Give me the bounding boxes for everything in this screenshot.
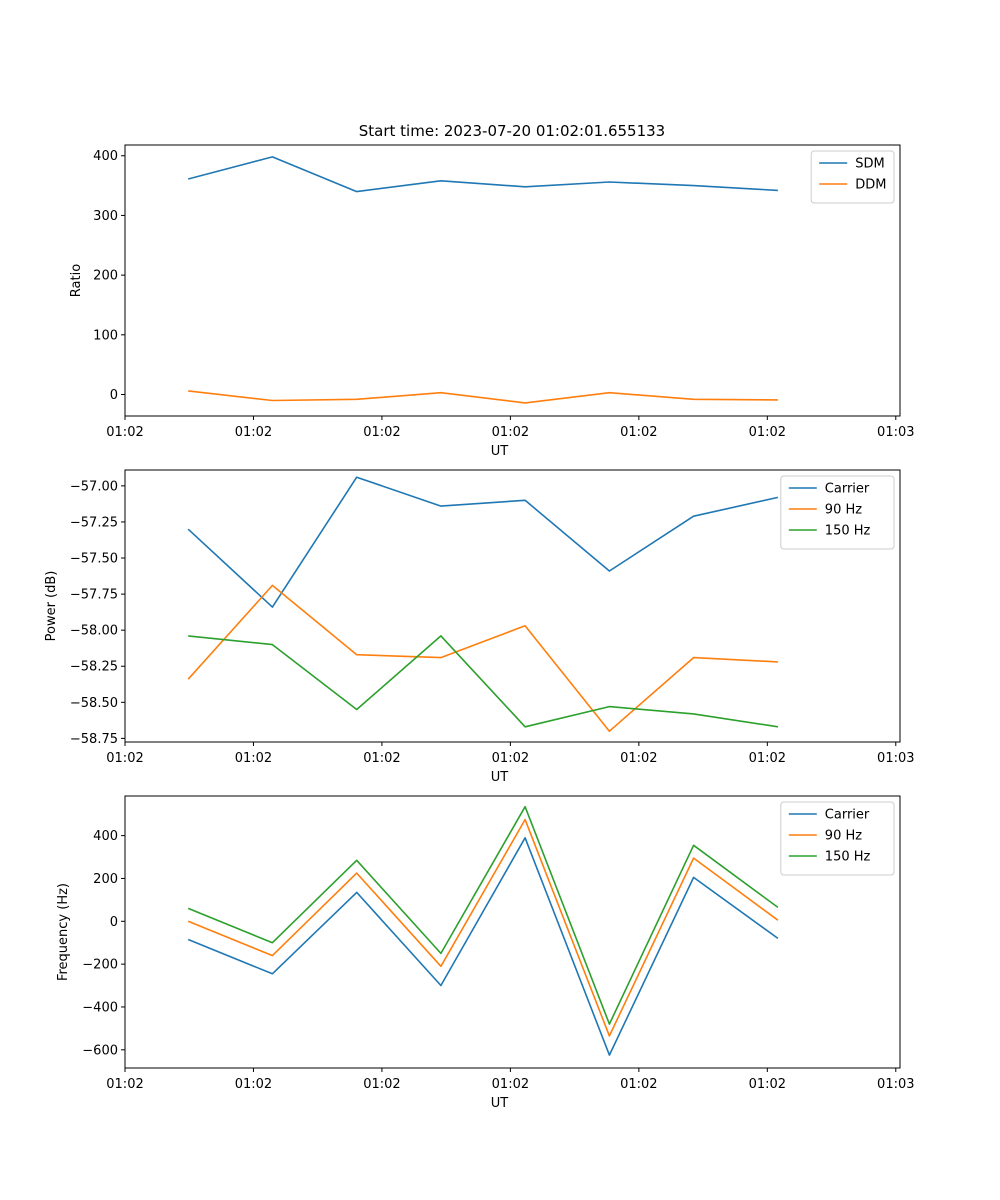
freq-x-tick-label: 01:02 <box>363 1077 400 1092</box>
freq-legend-label-90-hz: 90 Hz <box>825 829 862 844</box>
ratio-legend-box <box>810 150 895 204</box>
ratio-x-tick-label: 01:02 <box>363 425 400 440</box>
power-x-axis-label: UT <box>491 770 509 785</box>
power-y-tick-label: −58.25 <box>70 660 118 675</box>
ratio-x-tick-label: 01:02 <box>749 425 786 440</box>
power-axes-frame <box>124 469 901 743</box>
freq-y-tick-label: 200 <box>93 872 118 887</box>
power-y-tick-label: −58.00 <box>70 624 118 639</box>
freq-x-tick-label: 01:02 <box>620 1077 657 1092</box>
freq-x-axis-label: UT <box>491 1096 509 1111</box>
power-y-tick-label: −58.50 <box>70 696 118 711</box>
power-y-tick-label: −57.00 <box>70 479 118 494</box>
ratio-series-sdm-line <box>187 156 778 193</box>
ratio-x-axis-label: UT <box>491 444 509 459</box>
power-x-tick-label: 01:03 <box>877 751 914 766</box>
ratio-x-tick-label: 01:02 <box>235 425 272 440</box>
power-y-axis-label: Power (dB) <box>44 571 59 642</box>
ratio-x-tick-label: 01:02 <box>620 425 657 440</box>
freq-y-tick-label: −200 <box>82 958 118 973</box>
freq-legend-label-carrier: Carrier <box>825 808 870 823</box>
ratio-legend: SDM DDM <box>810 150 895 204</box>
power-y-tick-label: −57.25 <box>70 515 118 530</box>
power-y-tick-label: −57.50 <box>70 552 118 567</box>
freq-x-tick-label: 01:02 <box>749 1077 786 1092</box>
ratio-y-tick-label: 200 <box>93 269 118 284</box>
freq-y-tick-label: 400 <box>93 829 118 844</box>
frequency-chart: −600 −400 −200 0 200 400 01:02 01:02 01:02 01:02 0… <box>56 795 915 1111</box>
power-x-tick-label: 01:02 <box>363 751 400 766</box>
power-y-tick-label: −57.75 <box>70 588 118 603</box>
power-series-carrier-line <box>187 476 779 608</box>
power-x-tick-label: 01:02 <box>235 751 272 766</box>
freq-series-150-hz-line <box>187 805 779 1025</box>
power-x-tick-label: 01:02 <box>492 751 529 766</box>
power-series-150-hz-line <box>188 635 779 728</box>
ratio-x-tick-label: 01:02 <box>106 425 143 440</box>
ratio-x-tick-label: 01:03 <box>877 425 914 440</box>
freq-y-tick-label: −400 <box>82 1000 118 1015</box>
ratio-y-tick-label: 0 <box>110 388 118 403</box>
power-legend-label-150-hz: 150 Hz <box>825 524 871 539</box>
ratio-legend-label-ddm: DDM <box>855 178 886 193</box>
freq-series-carrier-line <box>187 836 779 1056</box>
power-x-tick-label: 01:02 <box>106 751 143 766</box>
ratio-y-tick-label: 300 <box>93 209 118 224</box>
freq-legend-label-150-hz: 150 Hz <box>825 850 871 865</box>
freq-y-axis-label: Frequency (Hz) <box>56 883 71 981</box>
ratio-y-axis-label: Ratio <box>69 264 84 297</box>
ratio-chart: 0 100 200 300 400 01:02 01:02 01:02 01:02 01:02 01… <box>69 144 915 459</box>
freq-x-tick-label: 01:02 <box>492 1077 529 1092</box>
freq-y-tick-label: 0 <box>110 915 118 930</box>
ratio-axes-frame <box>124 144 901 417</box>
power-y-tick-label: −58.75 <box>70 732 118 747</box>
power-chart: −58.75 −58.50 −58.25 −58.00 −57.75 −57.50 −57.… <box>44 469 915 785</box>
freq-x-tick-label: 01:02 <box>235 1077 272 1092</box>
ratio-y-tick-label: 400 <box>93 149 118 164</box>
freq-y-tick-label: −600 <box>82 1043 118 1058</box>
freq-series-90-hz-line <box>187 818 779 1037</box>
figure-title: Start time: 2023-07-20 01:02:01.655133 <box>359 122 665 140</box>
ratio-series-ddm-line <box>188 390 778 404</box>
power-series-90-hz-line <box>187 584 778 733</box>
ratio-x-tick-label: 01:02 <box>492 425 529 440</box>
power-x-tick-label: 01:02 <box>749 751 786 766</box>
power-legend: Carrier 90 Hz 150 Hz <box>780 475 895 550</box>
freq-x-tick-label: 01:03 <box>877 1077 914 1092</box>
power-legend-label-carrier: Carrier <box>825 482 870 497</box>
power-legend-label-90-hz: 90 Hz <box>825 503 862 518</box>
freq-axes-frame <box>124 795 901 1069</box>
power-x-tick-label: 01:02 <box>620 751 657 766</box>
freq-legend: Carrier 90 Hz 150 Hz <box>780 801 895 876</box>
freq-x-tick-label: 01:02 <box>106 1077 143 1092</box>
ratio-y-tick-label: 100 <box>93 328 118 343</box>
ratio-legend-label-sdm: SDM <box>855 157 884 172</box>
